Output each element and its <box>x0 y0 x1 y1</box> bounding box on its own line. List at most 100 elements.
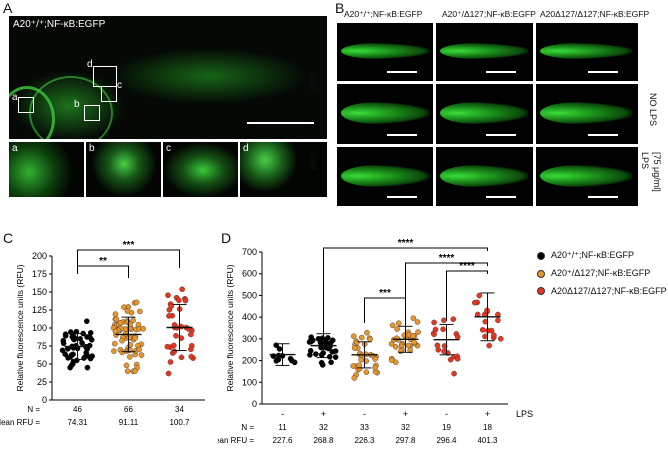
data-point <box>411 339 417 346</box>
n-value: 46 <box>73 405 82 414</box>
data-point <box>112 311 119 317</box>
data-point <box>111 340 118 347</box>
data-point <box>89 353 95 359</box>
y-tick-label: 100 <box>32 323 47 333</box>
inset-label-d: d <box>243 143 249 154</box>
box-label-d: d <box>87 59 93 70</box>
data-point <box>65 355 71 361</box>
data-point <box>329 349 336 355</box>
fish-eye <box>9 86 55 139</box>
fish-image-3dpf-wt <box>337 23 433 81</box>
row-label-3dpf: 3dpf <box>308 72 318 90</box>
lps-sign: + <box>321 409 326 419</box>
data-point <box>111 348 117 354</box>
label-lps: LPS <box>640 152 650 170</box>
mean-value: 91.11 <box>119 418 139 427</box>
data-point <box>350 363 356 369</box>
inset-c: c <box>163 142 238 197</box>
panel-a-main-image: A20⁺/⁺;NF-κB:EGFP a b c d <box>9 16 327 139</box>
fish-image-6dpf-nolps-hom <box>536 84 638 144</box>
y-tick-label: 0 <box>42 395 47 405</box>
legend-label-hom: A20Δ127/Δ127;NF-κB:EGFP <box>551 286 667 296</box>
data-point <box>178 335 185 341</box>
data-point <box>117 319 124 326</box>
y-tick-label: 125 <box>32 305 47 315</box>
lps-row-label: LPS <box>516 409 533 419</box>
data-point <box>176 297 182 304</box>
significance-label: ** <box>99 256 107 267</box>
y-tick-label: 100 <box>242 377 257 387</box>
data-point <box>182 297 189 304</box>
mean-value: 100.7 <box>169 418 190 427</box>
data-point <box>126 334 133 341</box>
inset-label-b: b <box>89 143 95 154</box>
data-point <box>414 319 421 325</box>
data-point <box>188 346 194 353</box>
data-point <box>410 333 416 339</box>
data-point <box>287 355 294 362</box>
data-point <box>136 346 142 353</box>
data-point <box>326 353 333 360</box>
data-point <box>479 327 486 333</box>
data-point <box>440 326 446 333</box>
significance-label: *** <box>123 240 135 251</box>
data-point <box>171 348 178 355</box>
data-point <box>79 340 85 346</box>
data-point <box>138 352 145 358</box>
panel-a-scale-bar <box>247 122 314 124</box>
chart-c: 0 25 50 75 100 125 150 175 200 Relative fluoresce… <box>0 240 205 427</box>
mean-value: 74.31 <box>67 418 88 427</box>
mean-row-label: Mean RFU = <box>0 418 40 427</box>
data-point <box>392 344 399 350</box>
inset-d: d <box>240 142 327 197</box>
n-value: 33 <box>360 423 369 432</box>
y-tick-label: 300 <box>242 334 257 344</box>
y-tick-label: 400 <box>242 312 257 322</box>
data-point <box>171 342 177 349</box>
panel-b-column-1: A20⁺/⁺;NF-κB:EGFP <box>344 9 423 19</box>
data-point <box>410 315 417 321</box>
panel-letter-a: A <box>3 0 13 16</box>
y-tick-label: 150 <box>32 287 47 297</box>
data-point <box>74 357 80 364</box>
data-point <box>447 356 454 363</box>
mean-value: 297.8 <box>395 436 416 445</box>
n-row-label: N = <box>241 423 254 432</box>
y-tick-label: 500 <box>242 290 257 300</box>
lps-sign: + <box>403 409 408 419</box>
data-point <box>491 332 497 339</box>
legend-label-wt: A20⁺/⁺;NF-κB:EGFP <box>551 250 635 260</box>
data-point <box>389 322 396 329</box>
data-point <box>367 336 373 343</box>
data-point <box>317 339 324 346</box>
n-value: 11 <box>278 423 287 432</box>
y-tick-label: 600 <box>242 269 257 279</box>
lps-sign: + <box>485 409 490 419</box>
data-point <box>178 354 185 361</box>
data-point <box>497 335 504 342</box>
y-tick-label: 25 <box>37 377 47 387</box>
data-point <box>306 339 313 345</box>
data-point <box>166 313 172 319</box>
data-point <box>372 356 378 362</box>
data-point <box>121 304 127 310</box>
inset-b: b <box>86 142 161 197</box>
y-axis-title: Relative fluorescence units (RFU) <box>15 264 25 391</box>
data-point <box>486 342 492 349</box>
data-point <box>62 351 68 357</box>
mean-row-label: Mean RFU = <box>218 436 254 445</box>
mean-value: 226.3 <box>354 436 375 445</box>
data-point <box>113 316 120 322</box>
data-point <box>188 353 195 360</box>
data-point <box>179 286 185 293</box>
data-point <box>451 370 457 377</box>
box-label-b: b <box>74 99 80 110</box>
panel-letter-d: D <box>221 230 232 246</box>
data-point <box>73 328 80 335</box>
legend-dot-icon <box>537 287 545 295</box>
data-point <box>81 354 88 361</box>
data-point <box>488 327 495 334</box>
data-point <box>133 299 140 306</box>
row-label-6dpf: 6dpf <box>308 152 318 170</box>
data-point <box>127 342 134 348</box>
